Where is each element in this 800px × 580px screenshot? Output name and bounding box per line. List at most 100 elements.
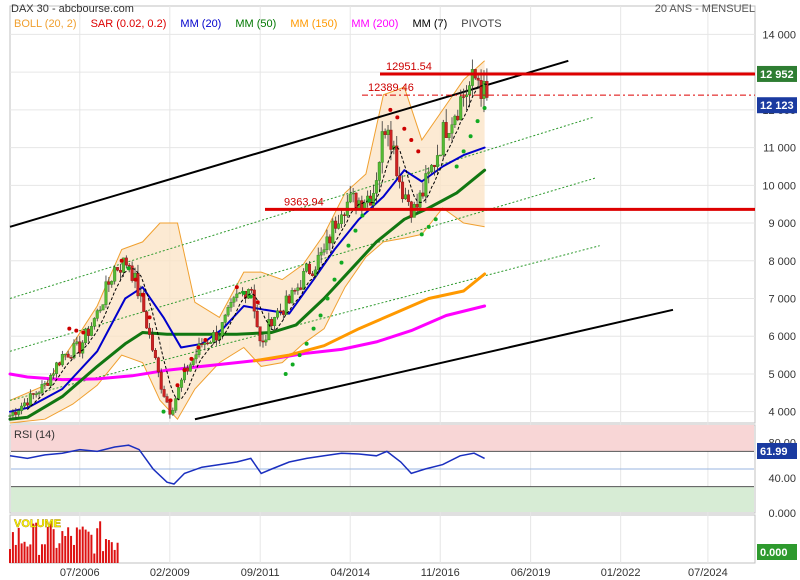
candle-body	[55, 362, 59, 374]
sar-dot	[332, 277, 337, 282]
volume-bar	[99, 521, 102, 563]
price-tick-label: 5 000	[768, 369, 796, 381]
legend-item: MM (50)	[235, 18, 277, 30]
candle-body	[339, 214, 343, 224]
sar-dot	[74, 328, 79, 333]
candle-body	[130, 265, 134, 281]
candle-body	[299, 287, 303, 290]
candle-body	[476, 77, 480, 81]
candle-body	[418, 192, 422, 208]
candle-body	[75, 341, 79, 344]
rsi-line	[9, 444, 485, 485]
candle-body	[148, 327, 152, 335]
sar-dot	[161, 409, 166, 414]
channel-lower	[194, 308, 674, 421]
candle-body	[60, 354, 64, 366]
sar-dot	[433, 217, 438, 222]
price-tick-label: 11 000	[763, 143, 796, 155]
candle-body	[319, 251, 323, 256]
channel-mid	[9, 245, 600, 401]
sar-dot	[119, 258, 124, 263]
candle-body	[284, 295, 288, 315]
candle-body	[467, 85, 471, 96]
header-source: DAX 30 - abcbourse.com	[11, 3, 134, 15]
candle-body	[278, 310, 282, 313]
sar-dot	[318, 313, 323, 318]
candle-body	[214, 332, 218, 341]
rsi-tick-label: 40.00	[768, 473, 796, 485]
volume-bar	[55, 547, 58, 563]
sar-dot	[395, 115, 400, 120]
candle-body	[168, 401, 172, 415]
candle-body	[441, 122, 445, 156]
candle-body	[435, 155, 439, 167]
candle-body	[43, 383, 47, 385]
candle-body	[153, 350, 157, 358]
price-tick-label: 14 000	[762, 29, 796, 41]
volume-bar	[70, 535, 73, 563]
candle-body	[325, 236, 329, 250]
candle-body	[386, 129, 390, 135]
candle-body	[447, 133, 451, 138]
candle-body	[290, 290, 294, 304]
candle-body	[380, 131, 384, 163]
volume-bar	[26, 546, 29, 563]
candle-body	[302, 271, 306, 290]
pivot-levels: 12951.54 12389.46 9363.94	[265, 61, 755, 211]
sar-dot	[468, 134, 473, 139]
candle-body	[72, 343, 76, 359]
candle-body	[20, 405, 24, 411]
sar-dot	[126, 266, 131, 271]
volume-bar	[11, 532, 14, 563]
price-tick-label: 6 000	[768, 331, 796, 343]
price-tick-label: 10 000	[762, 180, 796, 192]
volume-bar	[75, 527, 78, 563]
candle-body	[374, 180, 378, 194]
candle-body	[395, 145, 399, 177]
candle-body	[331, 220, 335, 244]
sar-dot	[325, 296, 330, 301]
trend-channel	[9, 59, 674, 421]
candle-body	[104, 281, 108, 305]
candle-body	[209, 342, 213, 344]
time-tick-label: 01/2022	[601, 567, 641, 579]
sar-dot	[234, 285, 239, 290]
candle-body	[23, 402, 27, 407]
volume-bar	[52, 529, 55, 563]
candle-body	[462, 96, 466, 98]
candle-body	[430, 164, 434, 173]
legend-item: SAR (0.02, 0.2)	[90, 18, 167, 30]
sar-dot	[409, 138, 414, 143]
resistance-tag-bg	[757, 65, 797, 82]
time-tick-label: 07/2024	[688, 567, 728, 579]
rsi-overbought-zone	[11, 425, 754, 452]
sar-dot	[81, 330, 86, 335]
volume-bar	[78, 529, 81, 563]
candle-body	[87, 328, 91, 336]
price-tick-label: 4 000	[768, 407, 796, 419]
sar-dot	[346, 243, 351, 248]
candle-body	[121, 257, 125, 273]
candle-body	[84, 328, 88, 343]
level-label: 12389.46	[368, 82, 414, 94]
candle-body	[113, 267, 117, 282]
volume-bar	[93, 553, 96, 563]
candle-body	[389, 129, 393, 150]
candle-body	[255, 310, 259, 327]
candle-body	[235, 293, 239, 298]
volume-bar	[102, 551, 105, 563]
candle-body	[28, 393, 32, 406]
candle-body	[465, 94, 469, 97]
volume-label: VOLUME	[14, 518, 61, 530]
volume-bars	[9, 521, 119, 563]
candle-body	[229, 302, 233, 308]
candle-body	[377, 162, 381, 181]
sar-dot	[426, 224, 431, 229]
ma50-line	[8, 168, 487, 421]
candle-body	[162, 389, 166, 397]
candle-body	[421, 192, 425, 197]
candle-body	[177, 387, 181, 399]
sar-dot	[255, 300, 260, 305]
indicator-legend: BOLL (20, 2) SAR (0.02, 0.2) MM (20) MM (50…	[14, 18, 516, 30]
